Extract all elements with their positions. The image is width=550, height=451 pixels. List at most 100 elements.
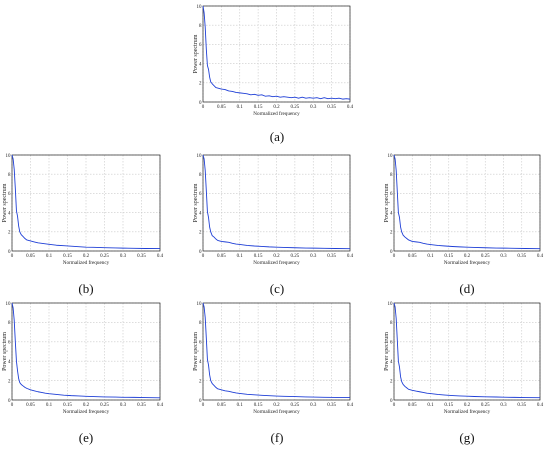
x-tick-label: 0.4 [347,403,354,408]
x-tick-label: 0.3 [310,403,317,408]
y-axis-label: Power spectrum [384,183,390,222]
x-tick-label: 0.05 [26,254,35,259]
y-tick-label: 2 [199,82,202,87]
y-tick-label: 10 [388,302,394,307]
series-line [11,302,161,399]
x-tick-label: 0.15 [444,403,453,408]
chart-panel-f: 0 0.05 0.1 0.15 0.2 0.25 0.3 0.35 0.4 0 2 4 6 8 10 Norm… [193,302,354,415]
x-tick-label: 0.1 [427,254,434,259]
y-tick-label: 2 [199,379,202,384]
y-tick-label: 4 [390,211,393,216]
x-tick-label: 0.35 [327,403,336,408]
x-tick-label: 0 [393,254,396,259]
x-tick-label: 0.1 [237,403,244,408]
x-axis-label: Normalized frequency [63,259,110,266]
y-axis-label: Power spectrum [384,332,390,371]
y-tick-label: 6 [199,43,202,48]
y-tick-label: 8 [390,321,393,326]
series-line [11,154,161,250]
plot-frame [202,154,351,252]
caption-f: (f) [270,430,284,445]
x-tick-label: 0 [202,254,205,259]
y-tick-label: 4 [8,360,11,365]
y-tick-label: 2 [199,231,202,236]
x-tick-label: 0.2 [273,403,280,408]
plot-frame [11,302,161,401]
plot-frame [393,154,541,252]
x-tick-label: 0.25 [481,254,490,259]
plot-frame [11,154,161,252]
y-axis-label: Power spectrum [193,332,199,371]
y-tick-label: 10 [6,302,12,307]
series-line [202,154,351,250]
y-tick-label: 2 [8,231,11,236]
x-tick-label: 0.25 [291,403,300,408]
x-tick-label: 0 [202,403,205,408]
series-line [393,302,541,399]
x-tick-label: 0 [393,403,396,408]
y-tick-label: 10 [197,5,203,10]
x-tick-label: 0.25 [100,403,109,408]
x-tick-label: 0.05 [217,254,226,259]
y-axis-label: Power spectrum [193,183,199,222]
x-tick-label: 0.4 [537,403,544,408]
y-tick-label: 0 [390,399,393,404]
y-tick-label: 10 [197,302,203,307]
x-axis-label: Normalized frequency [253,259,300,266]
x-tick-label: 0.25 [291,254,300,259]
x-tick-label: 0.4 [347,254,354,259]
caption-d: (d) [459,281,475,296]
x-tick-label: 0.4 [157,403,164,408]
y-tick-label: 2 [390,379,393,384]
caption-a: (a) [269,129,285,144]
x-tick-label: 0.05 [217,105,226,110]
x-axis-label: Normalized frequency [253,110,300,117]
x-tick-label: 0.3 [310,105,317,110]
x-tick-label: 0.2 [273,254,280,259]
x-tick-label: 0.1 [46,403,53,408]
x-tick-label: 0.1 [237,254,244,259]
y-tick-label: 6 [8,192,11,197]
x-tick-label: 0.25 [100,254,109,259]
x-tick-label: 0.1 [237,105,244,110]
y-tick-label: 6 [390,192,393,197]
x-tick-label: 0.3 [120,403,127,408]
chart-panel-d: 0 0.05 0.1 0.15 0.2 0.25 0.3 0.35 0.4 0 2 4 6 8 10 Norm… [384,154,544,266]
y-axis-label: Power spectrum [2,332,8,371]
x-tick-label: 0.05 [26,403,35,408]
x-tick-label: 0.15 [444,254,453,259]
y-tick-label: 8 [8,321,11,326]
caption-e: (e) [78,430,94,445]
y-tick-label: 0 [8,399,11,404]
y-tick-label: 6 [199,192,202,197]
x-tick-label: 0.35 [137,403,146,408]
y-tick-label: 10 [388,154,394,159]
y-tick-label: 8 [199,24,202,29]
y-tick-label: 0 [390,250,393,255]
y-tick-label: 0 [8,250,11,255]
y-tick-label: 10 [6,154,12,159]
y-tick-label: 0 [199,101,202,106]
x-tick-label: 0.2 [83,403,90,408]
x-tick-label: 0.25 [481,403,490,408]
caption-g: (g) [459,430,475,445]
x-tick-label: 0 [202,105,205,110]
y-axis-label: Power spectrum [2,183,8,222]
x-tick-label: 0.1 [46,254,53,259]
x-tick-label: 0.3 [500,403,507,408]
x-tick-label: 0.3 [120,254,127,259]
y-tick-label: 0 [199,399,202,404]
y-tick-label: 2 [390,231,393,236]
x-tick-label: 0.15 [254,105,263,110]
chart-panel-c: 0 0.05 0.1 0.15 0.2 0.25 0.3 0.35 0.4 0 2 4 6 8 10 Norm… [193,154,354,266]
x-tick-label: 0.35 [327,105,336,110]
y-tick-label: 4 [390,360,393,365]
plot-frame [393,302,541,401]
x-tick-label: 0 [11,403,14,408]
y-tick-label: 4 [199,62,202,67]
y-tick-label: 0 [199,250,202,255]
caption-c: (c) [269,281,285,296]
y-tick-label: 4 [199,211,202,216]
x-tick-label: 0.2 [83,254,90,259]
